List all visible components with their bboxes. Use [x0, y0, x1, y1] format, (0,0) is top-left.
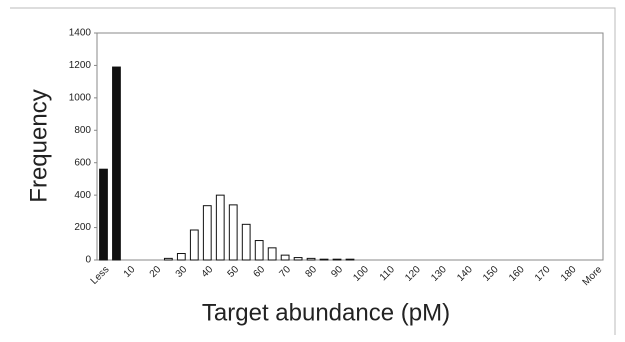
- x-tick-label: 30: [174, 264, 190, 280]
- x-tick-label: 100: [351, 264, 371, 284]
- bar: [112, 66, 121, 261]
- bar: [163, 257, 173, 261]
- y-tick-label: 1200: [69, 60, 92, 71]
- y-tick-label: 1000: [69, 92, 92, 103]
- x-tick-label: 180: [559, 264, 579, 284]
- y-tick-label: 600: [74, 157, 91, 168]
- bar: [319, 258, 329, 261]
- x-tick-label: 140: [455, 264, 475, 284]
- bar: [189, 229, 199, 261]
- x-tick-label: 120: [403, 264, 423, 284]
- x-tick-label: More: [581, 264, 605, 288]
- y-tick-label: 200: [74, 222, 91, 233]
- y-tick-label: 400: [74, 190, 91, 201]
- bar: [345, 258, 355, 261]
- x-tick-label: 160: [507, 264, 527, 284]
- x-tick-label: 110: [378, 264, 397, 283]
- x-tick-label: 70: [277, 264, 293, 280]
- x-tick-label: 50: [226, 264, 242, 280]
- bar: [241, 223, 251, 261]
- x-tick-label: 150: [481, 264, 501, 284]
- bar: [228, 204, 238, 261]
- bar: [267, 247, 277, 261]
- x-tick-label: 40: [200, 264, 216, 280]
- x-tick-label: Less: [89, 264, 112, 287]
- x-tick-label: 90: [329, 264, 345, 280]
- x-tick-label: 80: [303, 264, 319, 280]
- y-tick-label: 800: [74, 125, 91, 136]
- bar: [280, 254, 290, 261]
- x-tick-label: 130: [429, 264, 449, 284]
- bar: [176, 253, 186, 261]
- x-tick-label: 20: [148, 264, 164, 280]
- x-tick-label: 10: [122, 264, 138, 280]
- bar: [293, 257, 303, 261]
- bar: [254, 240, 264, 261]
- frame: [10, 7, 616, 335]
- y-tick-label: 1400: [69, 28, 92, 39]
- bar: [306, 257, 316, 261]
- bar: [202, 205, 212, 261]
- y-axis-title: Frequency: [25, 89, 52, 202]
- x-tick-label: 170: [533, 264, 553, 284]
- bar: [332, 258, 342, 261]
- bar: [99, 168, 108, 261]
- plot-area: [96, 32, 604, 261]
- bar: [215, 194, 225, 261]
- x-tick-label: 60: [252, 264, 268, 280]
- y-tick-label: 0: [85, 255, 91, 266]
- x-axis-title: Target abundance (pM): [202, 299, 450, 326]
